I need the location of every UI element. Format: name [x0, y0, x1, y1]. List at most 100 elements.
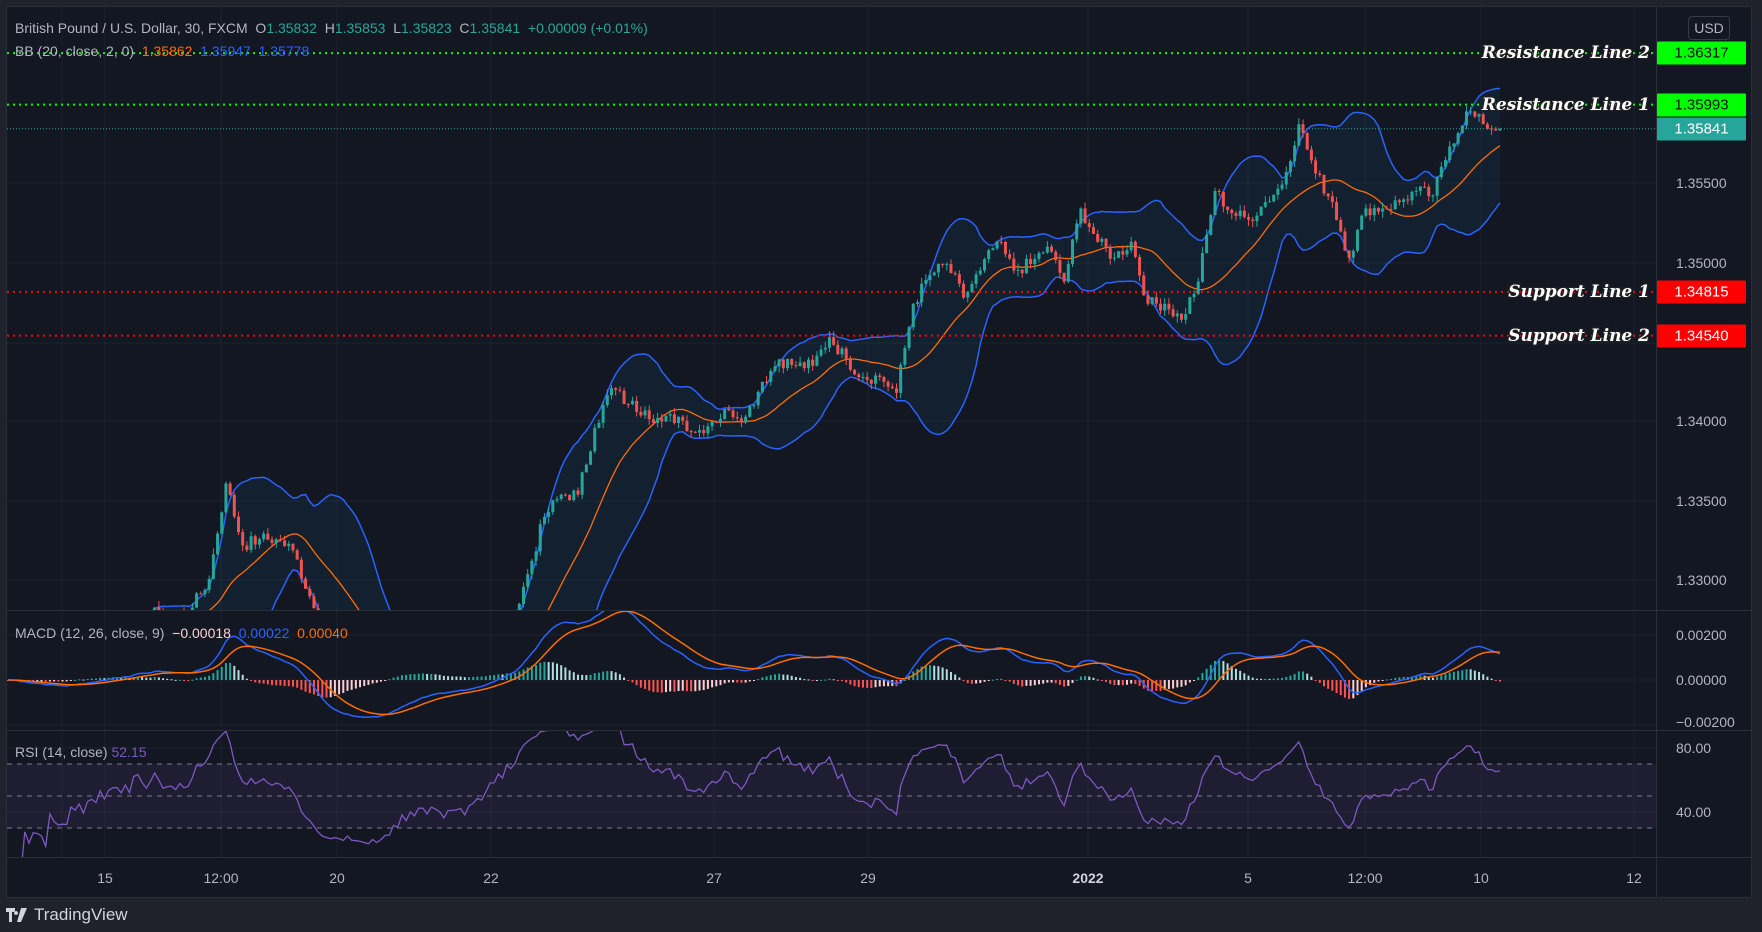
candle-body: [1205, 234, 1209, 254]
candle-body: [890, 386, 894, 389]
candle-body: [245, 545, 249, 550]
candle: [702, 424, 706, 437]
candle: [1414, 186, 1418, 197]
candle-body: [840, 348, 844, 355]
candle: [1393, 195, 1397, 211]
candle: [819, 344, 823, 358]
candle-body: [517, 603, 521, 610]
candle: [656, 412, 660, 428]
candle: [769, 368, 773, 386]
candle: [1020, 268, 1024, 278]
macd-histogram-bar: [463, 677, 466, 680]
candle-body: [463, 663, 466, 669]
high-label: H: [324, 20, 335, 36]
macd-histogram-bar: [719, 680, 722, 686]
candle-body: [1305, 133, 1309, 150]
macd-histogram-bar: [266, 680, 269, 685]
macd-histogram-bar: [694, 680, 697, 692]
candle: [962, 280, 966, 300]
macd-histogram-bar: [1364, 680, 1367, 688]
macd-histogram-bar: [421, 673, 424, 680]
candle-body: [1050, 246, 1054, 252]
rsi-pane: [7, 763, 1656, 829]
candle: [1280, 180, 1284, 192]
signal-line: [8, 611, 1501, 716]
candle: [514, 617, 517, 635]
macd-histogram-bar: [57, 680, 60, 682]
macd-histogram-bar: [1469, 669, 1472, 680]
macd-histogram-bar: [920, 666, 923, 680]
candle-body: [748, 406, 752, 417]
tradingview-logo[interactable]: TradingView: [6, 905, 128, 925]
candle-body: [1456, 133, 1460, 144]
macd-histogram-bar: [966, 680, 969, 684]
candle-body: [1343, 231, 1347, 251]
candle: [375, 665, 378, 674]
candle-body: [1267, 201, 1271, 203]
currency-button[interactable]: USD: [1688, 16, 1730, 40]
candle-body: [455, 664, 458, 665]
candle-body: [312, 596, 316, 609]
macd-histogram-bar: [78, 679, 81, 681]
candle: [157, 601, 161, 610]
candle-body: [413, 658, 416, 662]
candle: [1091, 223, 1095, 235]
candle: [869, 378, 873, 390]
macd-histogram-bar: [799, 677, 802, 680]
macd-histogram-bar: [476, 676, 479, 680]
candle: [1351, 249, 1355, 264]
support-line-1-label[interactable]: Support Line 1: [1508, 281, 1650, 302]
candle: [1368, 203, 1372, 221]
macd-histogram-bar: [82, 679, 85, 681]
candle-body: [1406, 199, 1410, 201]
bb-legend[interactable]: BB (20, close, 2, 0) 1.35862 1.35947 1.3…: [15, 43, 309, 59]
candle-body: [936, 263, 940, 273]
candle: [283, 535, 287, 547]
resistance-line-1-label[interactable]: Resistance Line 1: [1481, 94, 1650, 115]
candle-body: [1431, 195, 1435, 197]
candle-body: [170, 616, 173, 617]
macd-histogram-bar: [652, 680, 655, 692]
macd-histogram-bar: [417, 673, 420, 680]
candle-body: [983, 259, 987, 271]
candle: [601, 401, 605, 429]
symbol-legend[interactable]: British Pound / U.S. Dollar, 30, FXCM O1…: [15, 20, 648, 36]
macd-histogram-bar: [1264, 678, 1267, 680]
macd-histogram-bar: [1084, 676, 1087, 680]
macd-histogram-bar: [342, 680, 345, 693]
macd-legend[interactable]: MACD (12, 26, close, 9) −0.00018 0.00022…: [15, 625, 348, 641]
candle: [1062, 272, 1066, 285]
candle: [584, 463, 588, 473]
macd-histogram-bar: [1302, 671, 1305, 680]
candle-body: [630, 400, 634, 405]
candle: [241, 528, 245, 552]
resistance-line-2-label[interactable]: Resistance Line 2: [1481, 43, 1650, 64]
candle-body: [1020, 269, 1024, 274]
macd-histogram-bar: [442, 675, 445, 680]
macd-histogram-bar: [547, 662, 550, 680]
macd-histogram-bar: [744, 680, 747, 683]
candle: [1444, 156, 1448, 170]
macd-histogram-bar: [363, 680, 366, 686]
candle-body: [635, 400, 639, 412]
candle: [1083, 202, 1087, 224]
candle-body: [1410, 191, 1414, 201]
macd-histogram-bar: [1297, 671, 1300, 680]
macd-histogram-bar: [539, 662, 542, 680]
macd-histogram-bar: [711, 680, 714, 688]
macd-histogram-bar: [275, 680, 278, 686]
candle-body: [1054, 251, 1058, 261]
candle: [459, 659, 462, 669]
time-tick: 22: [483, 870, 499, 886]
candle-body: [1154, 297, 1158, 304]
candle-body: [593, 427, 597, 452]
close-label: C: [459, 20, 470, 36]
rsi-legend[interactable]: RSI (14, close) 52.15: [15, 744, 147, 760]
support-line-2-label[interactable]: Support Line 2: [1508, 325, 1650, 346]
candle-body: [1393, 200, 1397, 210]
macd-histogram-bar: [1427, 676, 1430, 680]
macd-histogram-bar: [530, 665, 533, 680]
candle: [430, 654, 433, 667]
candle-body: [308, 588, 312, 597]
